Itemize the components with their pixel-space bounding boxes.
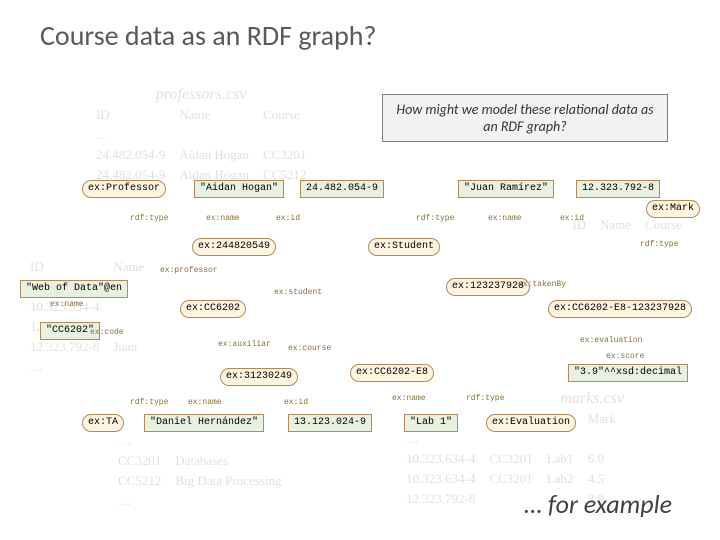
rdf-node-ta: ex:TA [82, 414, 124, 432]
cell: CC3201 [483, 470, 538, 488]
cell: Lab2 [541, 470, 580, 488]
rdf-node-ahogan: "Aidan Hogan" [194, 180, 284, 198]
cell: Big Data Processing [169, 472, 287, 490]
rdf-node-cc6202e8: ex:CC6202-E8 [350, 364, 434, 382]
col-header: Name [173, 106, 255, 124]
rdf-edge-label: ex:takenBy [518, 280, 566, 289]
rdf-edge-label: ex:auxiliar [218, 340, 271, 349]
rdf-node-prof: ex:Professor [82, 180, 166, 198]
rdf-edge-label: ex:code [90, 328, 124, 337]
rdf-edge-label: rdf:type [640, 240, 678, 249]
rdf-edge-label: rdf:type [130, 214, 168, 223]
rdf-edge-label: ex:id [276, 214, 300, 223]
rdf-node-jid: 12.323.792-8 [576, 180, 660, 198]
rdf-edge-label: rdf:type [130, 398, 168, 407]
rdf-edge-label: ex:professor [160, 266, 218, 275]
cell: CC5212 [112, 472, 167, 490]
rdf-graph: ex:Professor "Aidan Hogan" 24.482.054-9 ex:… [20, 180, 700, 460]
rdf-node-web: "Web of Data"@en [20, 280, 128, 298]
rdf-edge-label: ex:evaluation [580, 336, 642, 345]
rdf-node-dh: "Daniel Hernández" [144, 414, 264, 432]
question-callout: How might we model these relational data… [382, 94, 668, 142]
rdf-node-lab1: "Lab 1" [404, 414, 458, 432]
rdf-edge-label: ex:name [188, 398, 222, 407]
cell: CC3201 [257, 146, 312, 164]
cell: Aidan Hogan [173, 146, 255, 164]
rdf-edge-label: ex:name [488, 214, 522, 223]
table-filename: professors.csv [88, 86, 314, 104]
rdf-node-dhid: 13.123.024-9 [288, 414, 372, 432]
rdf-edge-label: ex:name [50, 300, 84, 309]
cell: 12.323.792-8 [400, 490, 481, 508]
rdf-node-jname: "Juan Ramírez" [458, 180, 554, 198]
rdf-edge-label: ex:id [560, 214, 584, 223]
rdf-node-taI: ex:31230249 [220, 368, 298, 386]
rdf-edge-label: rdf:type [466, 394, 504, 403]
rdf-edge-label: rdf:type [416, 214, 454, 223]
cell: 24.482.054-9 [90, 146, 171, 164]
rdf-node-lit39: "3.9"^^xsd:decimal [568, 364, 688, 382]
col-header: Course [257, 106, 312, 124]
rdf-edge-label: ex:course [288, 344, 331, 353]
rdf-edge-label: ex:score [606, 352, 644, 361]
page-title: Course data as an RDF graph? [40, 18, 377, 53]
rdf-edge-label: ex:student [274, 288, 322, 297]
rdf-node-enrol: ex:CC6202-E8-123237928 [548, 300, 692, 318]
rdf-node-eval: ex:Evaluation [486, 414, 576, 432]
rdf-node-cc6202n: ex:CC6202 [180, 300, 246, 318]
footer-example-text: … for example [524, 488, 672, 520]
rdf-node-mark: ex:Mark [646, 200, 700, 218]
rdf-edge-label: ex:name [392, 394, 426, 403]
col-header: ID [90, 106, 171, 124]
rdf-node-student: ex:Student [368, 238, 440, 256]
rdf-node-ahid: 24.482.054-9 [300, 180, 384, 198]
rdf-node-profI: ex:244820549 [192, 238, 276, 256]
cell: 4.5 [582, 470, 622, 488]
rdf-edge-label: ex:id [284, 398, 308, 407]
cell: 10.323.634-4 [400, 470, 481, 488]
rdf-edge-label: ex:name [206, 214, 240, 223]
